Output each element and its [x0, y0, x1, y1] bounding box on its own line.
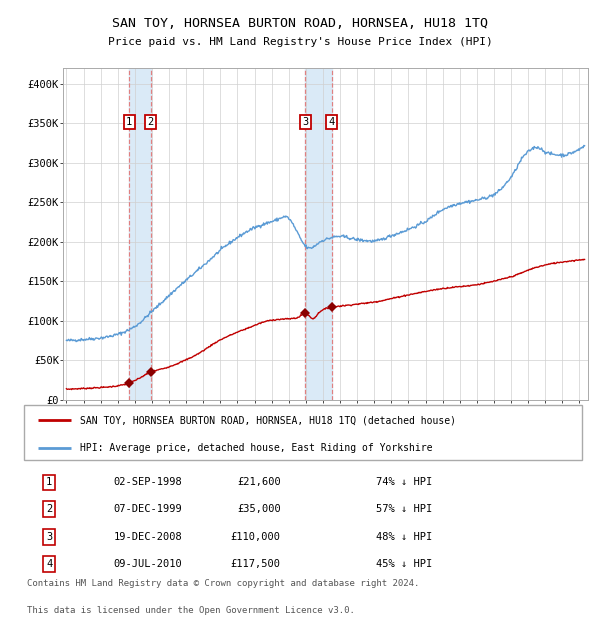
Text: Price paid vs. HM Land Registry's House Price Index (HPI): Price paid vs. HM Land Registry's House …: [107, 37, 493, 47]
Text: 19-DEC-2008: 19-DEC-2008: [113, 532, 182, 542]
Text: 3: 3: [302, 117, 308, 127]
Text: HPI: Average price, detached house, East Riding of Yorkshire: HPI: Average price, detached house, East…: [80, 443, 432, 453]
Text: 4: 4: [46, 559, 52, 569]
FancyBboxPatch shape: [24, 405, 582, 460]
Text: £21,600: £21,600: [237, 477, 281, 487]
Text: 74% ↓ HPI: 74% ↓ HPI: [376, 477, 432, 487]
Text: SAN TOY, HORNSEA BURTON ROAD, HORNSEA, HU18 1TQ: SAN TOY, HORNSEA BURTON ROAD, HORNSEA, H…: [112, 17, 488, 30]
Text: Contains HM Land Registry data © Crown copyright and database right 2024.: Contains HM Land Registry data © Crown c…: [27, 578, 419, 588]
Text: 2: 2: [148, 117, 154, 127]
Text: £110,000: £110,000: [230, 532, 281, 542]
Text: 1: 1: [46, 477, 52, 487]
Text: 2: 2: [46, 504, 52, 515]
Text: £35,000: £35,000: [237, 504, 281, 515]
Text: 3: 3: [46, 532, 52, 542]
Text: 09-JUL-2010: 09-JUL-2010: [113, 559, 182, 569]
Text: This data is licensed under the Open Government Licence v3.0.: This data is licensed under the Open Gov…: [27, 606, 355, 615]
Text: 4: 4: [329, 117, 335, 127]
Text: 07-DEC-1999: 07-DEC-1999: [113, 504, 182, 515]
Text: SAN TOY, HORNSEA BURTON ROAD, HORNSEA, HU18 1TQ (detached house): SAN TOY, HORNSEA BURTON ROAD, HORNSEA, H…: [80, 415, 456, 425]
Text: 57% ↓ HPI: 57% ↓ HPI: [376, 504, 432, 515]
Text: 02-SEP-1998: 02-SEP-1998: [113, 477, 182, 487]
Text: 45% ↓ HPI: 45% ↓ HPI: [376, 559, 432, 569]
Text: 1: 1: [126, 117, 133, 127]
Bar: [129, 68, 151, 400]
Text: £117,500: £117,500: [230, 559, 281, 569]
Bar: [305, 68, 332, 400]
Text: 48% ↓ HPI: 48% ↓ HPI: [376, 532, 432, 542]
